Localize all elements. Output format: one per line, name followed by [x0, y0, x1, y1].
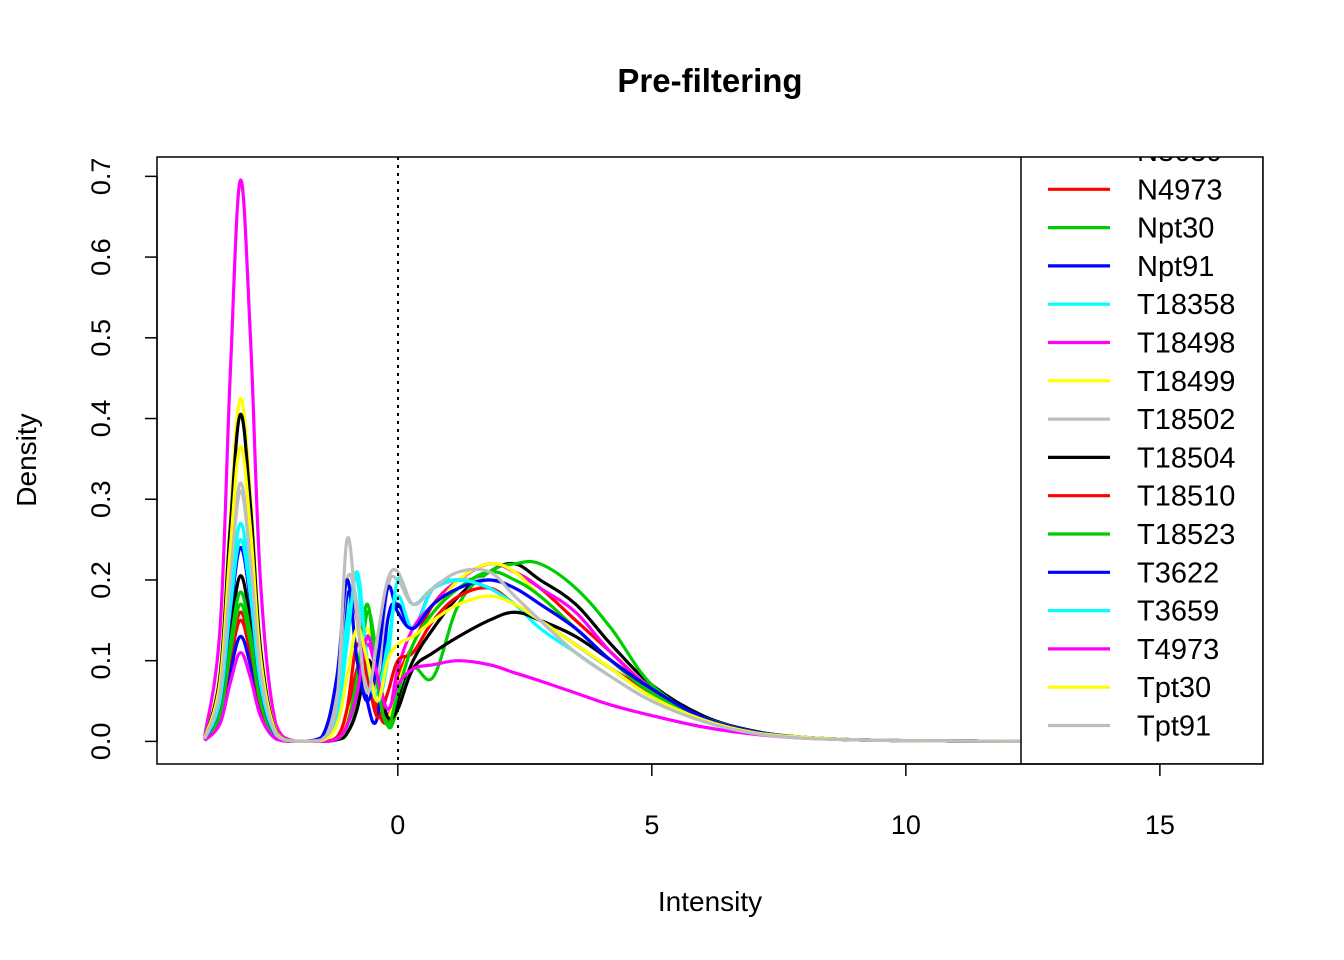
- y-axis-label: Density: [11, 413, 42, 506]
- y-tick-label: 0.0: [86, 723, 116, 761]
- legend-label: T18502: [1137, 404, 1235, 436]
- legend-label: T18499: [1137, 366, 1235, 398]
- legend-item-T18498: T18498: [1048, 328, 1235, 360]
- legend-item-Tpt91: Tpt91: [1048, 711, 1211, 743]
- legend-label: N4973: [1137, 174, 1222, 206]
- density-curves: [203, 178, 1028, 743]
- legend-label: N3659: [1137, 136, 1222, 168]
- x-axis-label: Intensity: [658, 886, 762, 917]
- legend-item-Tpt30: Tpt30: [1048, 672, 1211, 704]
- y-tick-label: 0.2: [86, 561, 116, 599]
- legend-label: Tpt30: [1137, 672, 1211, 704]
- y-tick-label: 0.6: [86, 238, 116, 276]
- legend-label: T3622: [1137, 557, 1219, 589]
- legend-item-T18502: T18502: [1048, 404, 1235, 436]
- legend-label: T18510: [1137, 481, 1235, 513]
- legend-box: [1020, 157, 1263, 764]
- x-tick-label: 5: [644, 810, 659, 840]
- legend-label: T18358: [1137, 289, 1235, 321]
- density-curve-T3659: [203, 537, 1028, 743]
- legend-item-Npt30: Npt30: [1048, 213, 1214, 245]
- x-tick-label: 0: [390, 810, 405, 840]
- density-curve-N4973: [203, 561, 1028, 743]
- legend-item-T4973: T4973: [1048, 634, 1219, 666]
- legend-label: T18498: [1137, 328, 1235, 360]
- legend-item-T3659: T3659: [1048, 596, 1219, 628]
- density-curve-Tpt30: [203, 445, 1028, 743]
- y-tick-label: 0.7: [86, 158, 116, 196]
- density-curve-T18504: [203, 412, 1028, 743]
- legend-label: T18523: [1137, 519, 1235, 551]
- legend-label: T3659: [1137, 596, 1219, 628]
- legend-item-N3659: N3659: [1137, 136, 1222, 168]
- density-curve-T18499: [203, 396, 1028, 743]
- density-curve-T18358: [203, 521, 1028, 743]
- density-curve-T18502: [203, 481, 1028, 743]
- y-tick-label: 0.4: [86, 400, 116, 438]
- legend-label: T4973: [1137, 634, 1219, 666]
- legend-item-N4973: N4973: [1048, 174, 1222, 206]
- legend-item-T18510: T18510: [1048, 481, 1235, 513]
- legend-label: T18504: [1137, 442, 1235, 474]
- legend-item-Npt91: Npt91: [1048, 251, 1214, 283]
- legend-item-T18358: T18358: [1048, 289, 1235, 321]
- plot-frame: [156, 156, 1264, 765]
- y-tick-label: 0.1: [86, 642, 116, 680]
- y-tick-label: 0.5: [86, 319, 116, 357]
- density-curve-T18498: [203, 178, 1028, 743]
- x-tick-label: 15: [1145, 810, 1175, 840]
- legend-label: Npt30: [1137, 213, 1214, 245]
- x-tick-label: 10: [891, 810, 921, 840]
- legend-label: Tpt91: [1137, 711, 1211, 743]
- legend-item-T18523: T18523: [1048, 519, 1235, 551]
- y-tick-label: 0.3: [86, 480, 116, 518]
- density-curve-N3659: [203, 561, 1028, 743]
- legend-item-T18499: T18499: [1048, 366, 1235, 398]
- legend-item-T18504: T18504: [1048, 442, 1235, 474]
- density-curve-Tpt91: [203, 489, 1028, 743]
- density-curve-T3622: [203, 546, 1028, 743]
- legend-item-T3622: T3622: [1048, 557, 1219, 589]
- legend-label: Npt91: [1137, 251, 1214, 283]
- legend: N3659 N4973 Npt30 Npt91 T18358 T18498 T18499 T1…: [1020, 136, 1263, 764]
- density-curve-T4973: [203, 634, 1028, 743]
- chart-title: Pre-filtering: [617, 62, 802, 99]
